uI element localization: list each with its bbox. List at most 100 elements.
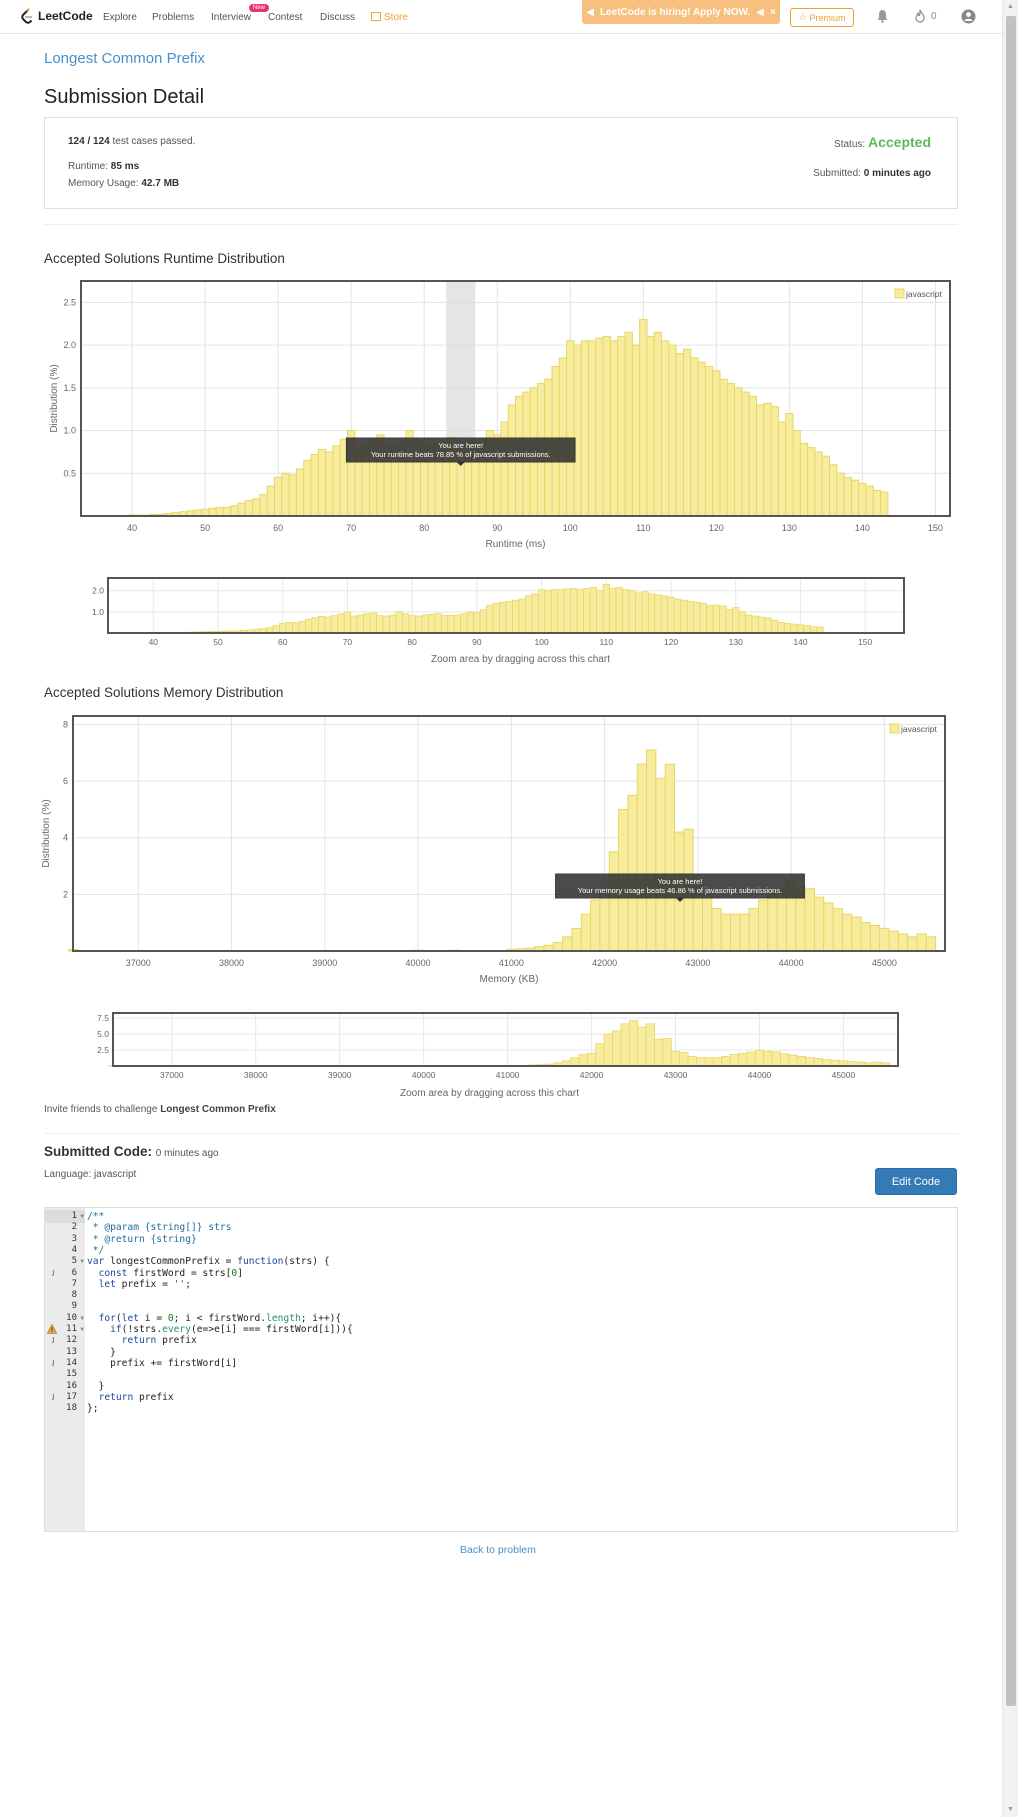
runtime-mini-bar (693, 601, 701, 634)
runtime-mini-bar (770, 619, 779, 634)
runtime-bar (281, 472, 290, 517)
nav-explore[interactable]: Explore (103, 12, 137, 23)
gutter-line[interactable]: 9 (45, 1300, 85, 1313)
runtime-mini-bar (596, 590, 604, 634)
close-icon[interactable]: × (769, 6, 776, 18)
runtime-mini-x-tick-label: 110 (600, 637, 614, 647)
megaphone-icon: ◀ (586, 6, 594, 18)
gutter-line[interactable]: 8 (45, 1289, 85, 1302)
runtime-bar (259, 494, 268, 517)
code-line[interactable]: return prefix (121, 1335, 197, 1347)
edit-code-button[interactable]: Edit Code (875, 1168, 957, 1195)
memory-mini-bar (578, 1054, 588, 1067)
runtime-mini-bar (343, 611, 352, 634)
nav-store[interactable]: Store (371, 12, 408, 23)
code-line[interactable]: const firstWord = strs[0] (98, 1267, 243, 1279)
runtime-bar (807, 447, 816, 517)
fold-arrow-icon[interactable]: ▼ (80, 1213, 84, 1220)
gutter-line[interactable]: 12 i (45, 1334, 85, 1347)
memory-mini-y-tick-label: 7.5 (97, 1013, 109, 1023)
memory-mini-bar (595, 1043, 605, 1067)
runtime-mini-bar (330, 615, 339, 634)
line-number: 17 (66, 1391, 77, 1402)
code-line[interactable]: }; (87, 1403, 99, 1415)
memory-bar (907, 936, 918, 952)
back-to-problem-link[interactable]: Back to problem (460, 1544, 536, 1556)
fire-icon[interactable] (914, 9, 926, 23)
nav-contest[interactable]: Contest (268, 12, 303, 23)
user-avatar-icon[interactable] (961, 9, 976, 24)
runtime-mini-x-tick-label: 100 (534, 637, 548, 647)
code-editor[interactable]: 1 ▼ 2 3 4 5 ▼ 6 i 7 8 9 10 ▼ 11 ▼ 12 i 13 14 i 15 16 17 i 18 /** … (44, 1207, 958, 1532)
fold-arrow-icon[interactable]: ▼ (80, 1258, 84, 1266)
runtime-bar (814, 451, 823, 517)
code-line[interactable]: for(let i = 0; i < firstWord.length; i++… (98, 1312, 342, 1324)
code-line[interactable]: return prefix (98, 1391, 174, 1403)
code-line[interactable]: * @param {string[]} strs (87, 1222, 232, 1234)
runtime-mini-bar (376, 615, 384, 634)
gutter-line[interactable]: 1 ▼ (45, 1210, 85, 1223)
memory-y-tick-label: 8 (63, 719, 68, 729)
code-line[interactable]: var longestCommonPrefix = function(strs)… (87, 1256, 330, 1268)
runtime-bar (865, 485, 874, 517)
fold-arrow-icon[interactable]: ▼ (80, 1326, 84, 1333)
code-line[interactable]: */ (87, 1244, 105, 1256)
runtime-mini-x-tick-label: 70 (343, 637, 353, 647)
gutter-line[interactable]: 3 (45, 1233, 85, 1246)
gutter-line[interactable]: 2 (45, 1221, 85, 1234)
gutter-line[interactable]: 11 ▼ (45, 1323, 85, 1336)
gutter-line[interactable]: 14 i (45, 1357, 85, 1370)
gutter-line[interactable]: 16 (45, 1380, 85, 1393)
invite-problem-link[interactable]: Longest Common Prefix (160, 1104, 276, 1115)
scroll-thumb[interactable] (1006, 16, 1016, 1706)
leetcode-logo[interactable]: LeetCode (20, 8, 93, 24)
scroll-up-arrow[interactable]: ▲ (1007, 3, 1014, 10)
code-line[interactable]: * @return {string} (87, 1233, 197, 1245)
code-line[interactable]: let prefix = ''; (98, 1278, 191, 1290)
warning-icon[interactable] (47, 1324, 57, 1334)
fold-arrow-icon[interactable]: ▼ (80, 1314, 84, 1322)
info-icon[interactable]: i (52, 1336, 55, 1346)
gutter-line[interactable]: 4 (45, 1244, 85, 1257)
runtime-mini-bar (408, 615, 416, 634)
nav-interview[interactable]: Interview (211, 12, 252, 23)
scroll-down-arrow[interactable]: ▼ (1007, 1806, 1014, 1813)
runtime-bar (872, 489, 882, 517)
gutter-line[interactable]: 10 ▼ (45, 1312, 85, 1325)
runtime-mini-bar (764, 617, 772, 634)
code-line[interactable]: prefix += firstWord[i] (87, 1357, 238, 1369)
gutter-line[interactable]: 13 (45, 1346, 85, 1359)
gutter-line[interactable]: 17 i (45, 1391, 85, 1404)
nav-problems[interactable]: Problems (152, 12, 195, 23)
premium-button[interactable]: ☆ Premium (790, 8, 854, 27)
memory-x-tick-label: 39000 (312, 958, 337, 968)
memory-bar (879, 927, 890, 952)
runtime-mini-x-tick-label: 40 (149, 637, 159, 647)
code-line[interactable]: } (87, 1346, 116, 1358)
gutter-line[interactable]: 5 ▼ (45, 1255, 85, 1268)
info-icon[interactable]: i (52, 1268, 55, 1278)
code-line[interactable]: if(!strs.every(e=>e[i] === firstWord[i])… (110, 1324, 353, 1335)
hiring-banner[interactable]: ◀ LeetCode is hiring! Apply NOW. ◀ × (582, 0, 780, 24)
info-icon[interactable]: i (52, 1358, 55, 1368)
runtime-mini-bar (557, 589, 565, 634)
code-line[interactable]: } (87, 1380, 105, 1392)
gutter-line[interactable]: 18 (45, 1402, 85, 1415)
runtime-result: Runtime: 85 ms (68, 161, 139, 172)
gutter-line[interactable]: 7 (45, 1278, 85, 1291)
bell-icon[interactable] (876, 9, 889, 23)
new-badge: New (249, 4, 270, 12)
memory-mini-bar (805, 1057, 815, 1067)
runtime-mini-bar (803, 625, 811, 634)
info-icon[interactable]: i (52, 1392, 55, 1402)
memory-mini-bar (687, 1056, 697, 1067)
nav-discuss[interactable]: Discuss (320, 12, 356, 23)
problem-title-link[interactable]: Longest Common Prefix (44, 50, 205, 67)
memory-bar (869, 925, 881, 952)
page-scrollbar[interactable]: ▲ ▼ (1002, 0, 1018, 1817)
runtime-mini-bar (440, 615, 449, 634)
runtime-bar (252, 498, 261, 517)
code-line[interactable]: /** (87, 1211, 105, 1222)
gutter-line[interactable]: 15 (45, 1368, 85, 1381)
